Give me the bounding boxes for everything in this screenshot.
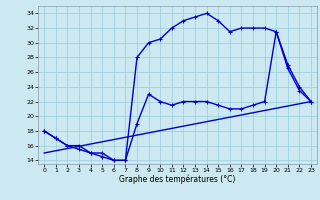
X-axis label: Graphe des températures (°C): Graphe des températures (°C) bbox=[119, 175, 236, 184]
